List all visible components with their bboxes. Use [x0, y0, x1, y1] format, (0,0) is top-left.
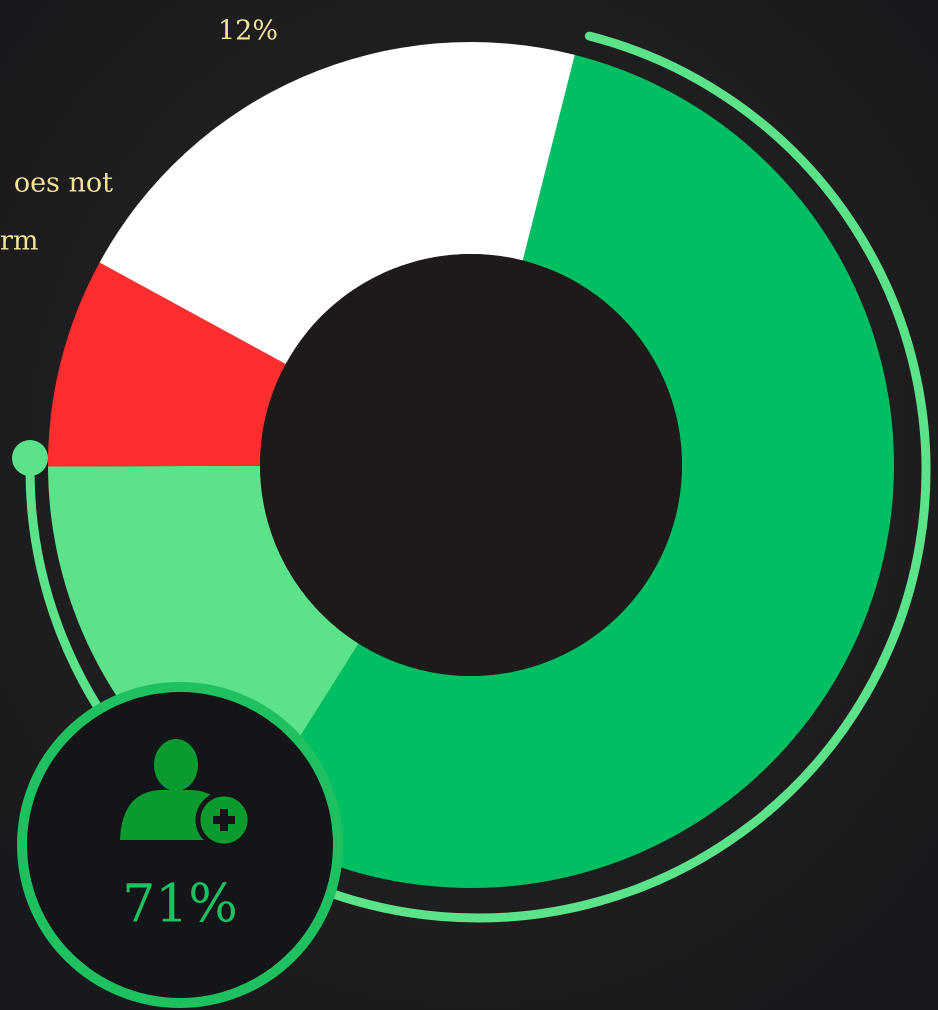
donut-segment	[245, 54, 894, 888]
progress-dot	[12, 440, 48, 476]
donut	[48, 41, 894, 888]
badge-circle	[17, 682, 343, 1008]
badge-value: 71%	[122, 875, 238, 935]
user-add-icon	[120, 739, 253, 849]
annotation: 12%	[218, 16, 278, 47]
donut-segment	[99, 41, 575, 364]
badge: 71%	[17, 682, 343, 1008]
annotation: oes not	[14, 168, 113, 199]
annotation: rm	[0, 226, 39, 257]
donut-segment	[48, 262, 286, 467]
donut-hole	[260, 254, 682, 676]
